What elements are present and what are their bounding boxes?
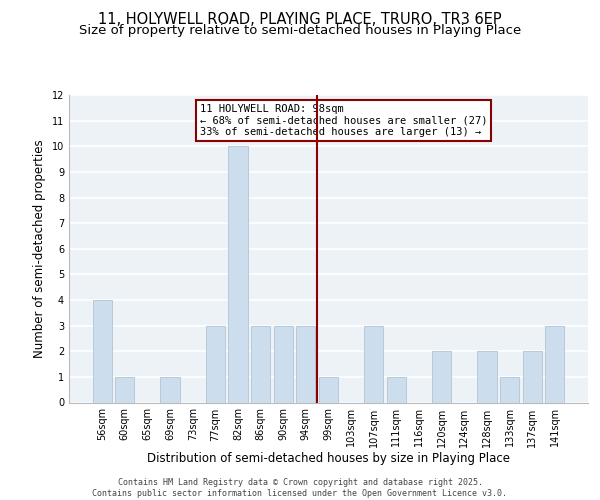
Bar (523, 351, 542, 403)
Text: 11 HOLYWELL ROAD: 98sqm
← 68% of semi-detached houses are smaller (27)
33% of se: 11 HOLYWELL ROAD: 98sqm ← 68% of semi-de… (200, 104, 487, 137)
Text: Size of property relative to semi-detached houses in Playing Place: Size of property relative to semi-detach… (79, 24, 521, 37)
Bar (545, 326, 565, 402)
Bar (296, 326, 316, 402)
Bar (274, 326, 293, 402)
Bar (229, 146, 248, 403)
Bar (432, 351, 451, 403)
Bar (206, 326, 225, 402)
Bar (251, 326, 270, 402)
Bar (160, 377, 180, 402)
Bar (364, 326, 383, 402)
Bar (319, 377, 338, 402)
Bar (387, 377, 406, 402)
Bar (500, 377, 519, 402)
Bar (115, 377, 134, 402)
Text: Contains HM Land Registry data © Crown copyright and database right 2025.
Contai: Contains HM Land Registry data © Crown c… (92, 478, 508, 498)
Y-axis label: Number of semi-detached properties: Number of semi-detached properties (33, 140, 46, 358)
X-axis label: Distribution of semi-detached houses by size in Playing Place: Distribution of semi-detached houses by … (147, 452, 510, 465)
Text: 11, HOLYWELL ROAD, PLAYING PLACE, TRURO, TR3 6EP: 11, HOLYWELL ROAD, PLAYING PLACE, TRURO,… (98, 12, 502, 28)
Bar (92, 300, 112, 402)
Bar (477, 351, 497, 403)
